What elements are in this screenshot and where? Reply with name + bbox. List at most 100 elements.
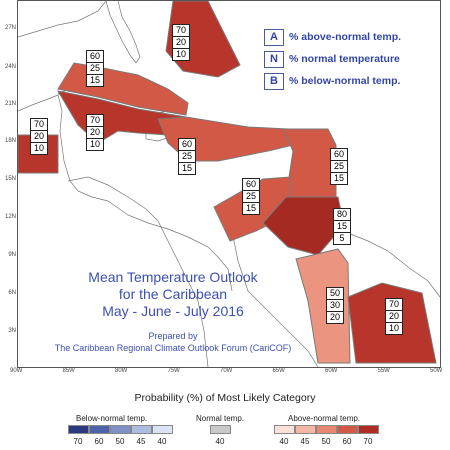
probability-normal: 20 (87, 127, 103, 139)
probability-normal: 25 (243, 191, 259, 203)
key-row-below: B % below-normal temp. (264, 71, 436, 91)
above-normal-swatch-tick: 70 (363, 437, 373, 446)
map-frame: A % above-normal temp. N % normal temper… (17, 0, 441, 368)
below-normal-swatch (131, 425, 152, 434)
key-row-above: A % above-normal temp. (264, 27, 436, 47)
normal-label: Normal temp. (196, 414, 245, 423)
key-text: % above-normal temp. (289, 31, 402, 43)
probability-above: 60 (87, 51, 103, 63)
latitude-tick-label: 12N (4, 214, 16, 220)
probability-normal: 30 (327, 300, 343, 312)
above-normal-swatch-tick: 50 (321, 437, 331, 446)
latitude-tick-label: 15N (4, 176, 16, 182)
longitude-tick-label: 50W (430, 368, 443, 374)
latitude-tick-label: 18N (4, 138, 16, 144)
above-normal-swatch-tick: 40 (279, 437, 289, 446)
caricof-credit: The Caribbean Regional Climate Outlook F… (54, 343, 292, 353)
category-key: A % above-normal temp. N % normal temper… (264, 27, 436, 93)
region-guyana (295, 248, 351, 364)
below-normal-swatch (152, 425, 173, 434)
key-letter: B (264, 72, 284, 90)
probability-normal: 25 (87, 63, 103, 75)
probability-box: 70 20 10 (30, 118, 48, 155)
latitude-tick-label: 3N (8, 328, 16, 334)
probability-below: 5 (339, 233, 345, 243)
above-normal-label: Above-normal temp. (288, 414, 361, 423)
probability-above: 60 (179, 139, 195, 151)
probability-box: 70 20 10 (86, 114, 104, 151)
probability-below: 15 (245, 203, 256, 213)
latitude-tick-label: 27N (4, 25, 16, 31)
probability-above: 60 (331, 149, 347, 161)
above-normal-swatch (337, 425, 358, 434)
above-normal-swatch-tick: 60 (342, 437, 352, 446)
normal-swatch (210, 425, 231, 434)
color-legend-title: Probability (%) of Most Likely Category (134, 392, 316, 404)
longitude-tick-label: 60W (325, 368, 338, 374)
probability-normal: 25 (331, 161, 347, 173)
probability-below: 15 (333, 173, 344, 183)
probability-box: 70 20 10 (385, 298, 403, 335)
below-normal-swatch-tick: 60 (94, 437, 104, 446)
latitude-tick-label: 24N (4, 64, 16, 70)
central-america-inland (67, 176, 209, 367)
map-title-line3: May - June - July 2016 (102, 303, 244, 319)
above-normal-swatch (358, 425, 379, 434)
probability-box: 60 25 15 (330, 148, 348, 185)
colombia-inland (231, 230, 319, 367)
longitude-tick-label: 65W (272, 368, 285, 374)
probability-below: 10 (388, 323, 399, 333)
probability-normal: 20 (173, 37, 189, 49)
below-normal-swatch (89, 425, 110, 434)
probability-below: 15 (181, 163, 192, 173)
key-letter: A (264, 28, 284, 46)
above-normal-swatch (316, 425, 337, 434)
map-title-line2: for the Caribbean (118, 286, 228, 302)
probability-above: 50 (327, 288, 343, 300)
probability-below: 15 (89, 75, 100, 85)
below-normal-swatch-tick: 40 (157, 437, 167, 446)
probability-above: 70 (173, 25, 189, 37)
below-normal-swatch-tick: 50 (115, 437, 125, 446)
longitude-tick-label: 80W (115, 368, 128, 374)
key-row-normal: N % normal temperature (264, 49, 436, 69)
below-normal-swatch-tick: 45 (136, 437, 146, 446)
longitude-tick-label: 70W (220, 368, 233, 374)
key-text: % below-normal temp. (289, 75, 401, 87)
below-normal-label: Below-normal temp. (76, 414, 148, 423)
prepared-by: Prepared by (148, 331, 198, 341)
probability-below: 20 (329, 312, 340, 322)
probability-below: 10 (89, 139, 100, 149)
region-eastern-caribbean (282, 128, 337, 200)
probability-above: 60 (243, 179, 259, 191)
probability-box: 80 15 5 (333, 208, 351, 245)
probability-box: 70 20 10 (172, 24, 190, 61)
longitude-tick-label: 55W (377, 368, 390, 374)
longitude-tick-label: 85W (62, 368, 75, 374)
florida-coast (105, 1, 141, 64)
probability-above: 70 (386, 299, 402, 311)
probability-normal: 25 (179, 151, 195, 163)
below-normal-swatch-tick: 70 (73, 437, 83, 446)
probability-box: 50 30 20 (326, 287, 344, 324)
above-normal-swatch (295, 425, 316, 434)
probability-above: 70 (87, 115, 103, 127)
probability-normal: 20 (386, 311, 402, 323)
latitude-tick-label: 9N (8, 252, 16, 258)
key-text: % normal temperature (289, 53, 400, 65)
probability-below: 10 (33, 143, 44, 153)
longitude-tick-label: 75W (167, 368, 180, 374)
longitude-tick-label: 90W (10, 368, 23, 374)
latitude-tick-label: 6N (8, 290, 16, 296)
probability-normal: 15 (334, 221, 350, 233)
probability-normal: 20 (31, 131, 47, 143)
yucatan-coast (18, 94, 233, 292)
key-letter: N (264, 50, 284, 68)
probability-box: 60 25 15 (242, 178, 260, 215)
gulf-coast (18, 1, 107, 38)
below-normal-swatch (110, 425, 131, 434)
above-normal-swatch (274, 425, 295, 434)
map-title-line1: Mean Temperature Outlook (88, 269, 258, 285)
probability-box: 60 25 15 (178, 138, 196, 175)
probability-below: 10 (175, 49, 186, 59)
